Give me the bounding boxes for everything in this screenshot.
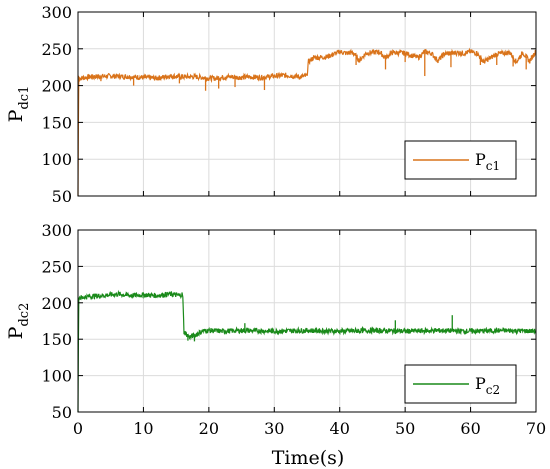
y-tick-label: 200 [41, 77, 72, 96]
series-line-Pc1 [77, 47, 537, 197]
x-tick-label: 40 [330, 419, 350, 438]
y-tick-label: 300 [41, 221, 72, 240]
plot-frame [77, 11, 537, 197]
y-tick-label: 250 [41, 257, 72, 276]
y-tick-label: 150 [41, 330, 72, 349]
x-tick-label: 10 [133, 419, 153, 438]
y-axis-title: Pdc1 [5, 86, 32, 123]
y-tick-label: 150 [41, 113, 72, 132]
x-axis-title: Time(s) [272, 447, 345, 469]
x-tick-label: 50 [395, 419, 415, 438]
y-tick-label: 200 [41, 294, 72, 313]
x-tick-label: 60 [460, 419, 480, 438]
y-tick-label: 50 [52, 187, 72, 206]
x-tick-label: 70 [526, 419, 546, 438]
y-tick-label: 250 [41, 40, 72, 59]
x-tick-label: 20 [199, 419, 219, 438]
plot-frame [77, 229, 537, 413]
y-axis-title: Pdc2 [5, 303, 32, 340]
series-line-Pc2 [77, 289, 537, 413]
y-tick-label: 100 [41, 150, 72, 169]
y-tick-label: 300 [41, 3, 72, 22]
x-tick-label: 0 [73, 419, 83, 438]
y-tick-label: 50 [52, 403, 72, 422]
y-tick-label: 100 [41, 367, 72, 386]
x-tick-label: 30 [264, 419, 284, 438]
